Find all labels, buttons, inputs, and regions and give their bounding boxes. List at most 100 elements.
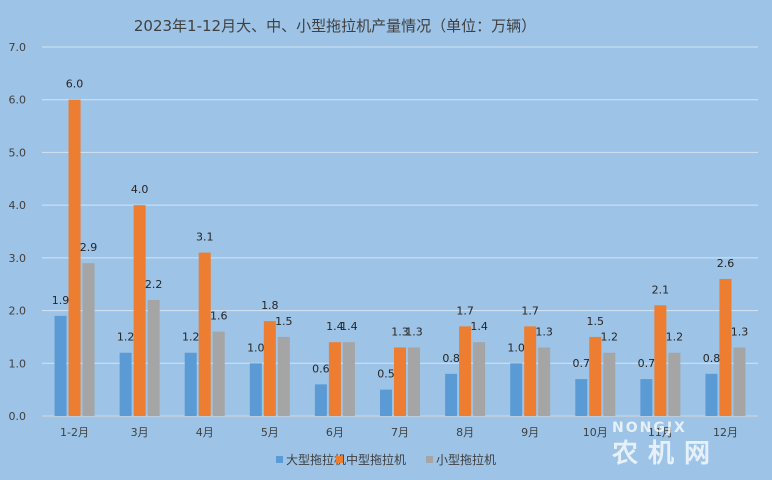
bar xyxy=(510,363,523,416)
y-tick-label: 2.0 xyxy=(9,305,27,318)
watermark: NONGJX 农机网 xyxy=(611,420,720,469)
x-tick-label: 11月 xyxy=(648,426,673,439)
y-tick-label: 1.0 xyxy=(9,357,27,370)
data-label: 1.7 xyxy=(521,304,539,317)
x-tick-label: 6月 xyxy=(326,426,344,439)
bar xyxy=(705,373,718,416)
bar xyxy=(68,99,81,416)
x-tick-label: 4月 xyxy=(196,426,214,439)
bar xyxy=(380,389,392,416)
bars: 1.9 6.0 2.9 1.2 4.0 2.2 1.2 3.1 1.6 1.0 1.8 1.5 0.6 1… xyxy=(52,78,748,416)
data-label: 1.9 xyxy=(52,294,70,307)
bar xyxy=(459,326,472,416)
x-tick-label: 8月 xyxy=(456,426,474,439)
bar xyxy=(589,336,602,416)
watermark-text-cn: 农机网 xyxy=(611,439,720,469)
data-label: 0.6 xyxy=(312,362,330,375)
data-label: 1.2 xyxy=(666,331,684,344)
data-label: 0.7 xyxy=(638,357,656,370)
bar xyxy=(184,352,197,416)
x-axis: 1-2月 3月 4月 5月 6月 7月 8月 9月 10月 11月 12月 xyxy=(60,426,738,439)
data-label: 1.3 xyxy=(405,325,423,338)
data-label: 4.0 xyxy=(131,183,149,196)
bar xyxy=(328,342,341,416)
data-label: 1.8 xyxy=(261,299,279,312)
x-tick-label: 12月 xyxy=(713,426,738,439)
data-label: 0.8 xyxy=(442,352,460,365)
y-tick-label: 0.0 xyxy=(9,410,27,423)
data-label: 1.3 xyxy=(731,325,749,338)
legend: 大型拖拉机 中型拖拉机 小型拖拉机 xyxy=(276,452,496,467)
data-label: 1.3 xyxy=(535,325,553,338)
x-tick-label: 3月 xyxy=(131,426,149,439)
data-label: 0.5 xyxy=(377,368,395,381)
data-label: 1.3 xyxy=(391,325,409,338)
data-label: 2.9 xyxy=(80,241,98,254)
bar xyxy=(277,336,290,416)
bar xyxy=(198,252,211,416)
data-label: 2.2 xyxy=(145,278,163,291)
legend-label: 小型拖拉机 xyxy=(436,452,496,467)
x-tick-label: 5月 xyxy=(261,426,279,439)
bar xyxy=(524,326,537,416)
bar xyxy=(249,363,262,416)
bar xyxy=(445,373,458,416)
bar xyxy=(668,352,681,416)
bar xyxy=(147,300,160,416)
data-label: 1.0 xyxy=(507,341,525,354)
data-label: 6.0 xyxy=(66,78,84,91)
y-tick-label: 4.0 xyxy=(9,199,27,212)
x-tick-label: 1-2月 xyxy=(60,426,89,439)
legend-swatch xyxy=(276,456,283,463)
bar xyxy=(733,347,746,416)
legend-swatch xyxy=(336,456,343,463)
bar xyxy=(640,379,653,416)
y-tick-label: 7.0 xyxy=(9,41,27,54)
data-label: 1.6 xyxy=(210,310,228,323)
bar xyxy=(82,263,95,416)
bar xyxy=(133,205,146,416)
data-label: 1.0 xyxy=(247,341,265,354)
y-tick-label: 5.0 xyxy=(9,146,27,159)
bar xyxy=(408,347,420,416)
bar xyxy=(342,342,355,416)
x-tick-label: 7月 xyxy=(391,426,409,439)
x-tick-label: 10月 xyxy=(583,426,608,439)
bar xyxy=(719,278,732,416)
data-label: 2.6 xyxy=(717,257,735,270)
bar xyxy=(603,352,616,416)
data-label: 1.2 xyxy=(117,331,135,344)
data-label: 1.4 xyxy=(470,320,488,333)
chart-title: 2023年1-12月大、中、小型拖拉机产量情况（单位：万辆） xyxy=(134,17,536,35)
legend-label: 大型拖拉机 xyxy=(286,452,346,467)
data-label: 1.5 xyxy=(587,315,605,328)
legend-swatch xyxy=(426,456,433,463)
bar xyxy=(654,305,667,416)
bar xyxy=(119,352,132,416)
data-label: 0.7 xyxy=(573,357,591,370)
y-tick-label: 6.0 xyxy=(9,94,27,107)
data-label: 1.4 xyxy=(340,320,358,333)
bar xyxy=(394,347,406,416)
data-label: 1.2 xyxy=(601,331,619,344)
data-label: 3.1 xyxy=(196,231,214,244)
data-label: 0.8 xyxy=(703,352,721,365)
data-label: 1.7 xyxy=(456,304,474,317)
bar xyxy=(575,379,588,416)
y-tick-label: 3.0 xyxy=(9,252,27,265)
data-label: 2.1 xyxy=(652,283,670,296)
bar xyxy=(314,384,327,416)
gridlines xyxy=(42,46,758,417)
bar xyxy=(212,331,225,416)
x-tick-label: 9月 xyxy=(521,426,539,439)
data-label: 1.4 xyxy=(326,320,344,333)
bar xyxy=(538,347,551,416)
watermark-text-en: NONGJX xyxy=(612,420,687,436)
legend-label: 中型拖拉机 xyxy=(346,452,406,467)
bar xyxy=(54,315,67,416)
bar xyxy=(473,342,486,416)
data-label: 1.2 xyxy=(182,331,200,344)
data-label: 1.5 xyxy=(275,315,293,328)
